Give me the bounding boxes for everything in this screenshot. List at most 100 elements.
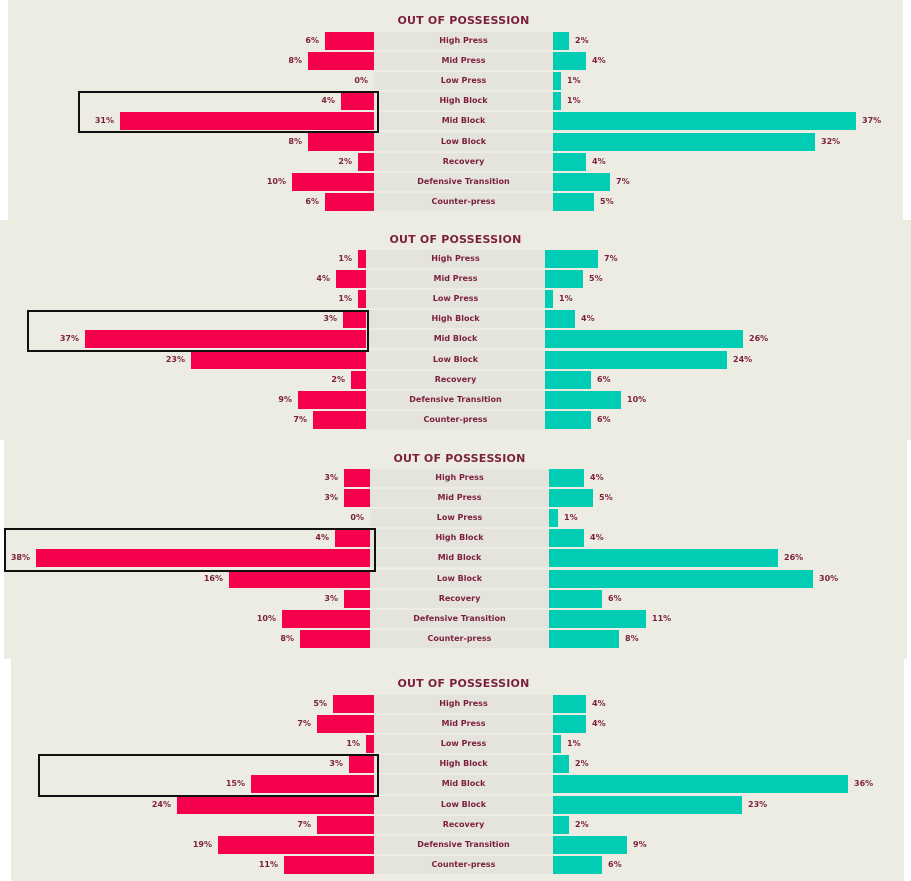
right-value-label: 36% (854, 779, 874, 788)
right-value-label: 1% (564, 513, 578, 522)
right-value-label: 6% (608, 860, 622, 869)
left-bar (317, 715, 374, 733)
left-bar (308, 133, 374, 151)
left-value-label: 38% (10, 553, 30, 562)
right-value-label: 4% (592, 719, 606, 728)
left-bar (325, 32, 374, 50)
category-label: Recovery (374, 153, 553, 171)
category-label: Mid Press (366, 270, 545, 288)
left-bar (300, 630, 370, 648)
left-bar (344, 489, 370, 507)
category-label: Low Block (374, 796, 553, 814)
left-bar (325, 193, 374, 211)
left-bar (308, 52, 374, 70)
right-bar (553, 755, 569, 773)
left-value-label: 1% (338, 254, 352, 263)
right-bar (549, 570, 813, 588)
left-value-label: 24% (151, 800, 171, 809)
category-label: High Press (374, 32, 553, 50)
category-label: Recovery (374, 816, 553, 834)
left-value-label: 8% (288, 56, 302, 65)
left-value-label: 19% (192, 840, 212, 849)
category-label: Counter-press (374, 193, 553, 211)
right-value-label: 1% (567, 96, 581, 105)
category-label: Defensive Transition (374, 836, 553, 854)
left-bar (85, 330, 366, 348)
left-value-label: 4% (315, 533, 329, 542)
right-bar (553, 836, 627, 854)
right-value-label: 2% (575, 759, 589, 768)
left-bar (335, 529, 370, 547)
right-value-label: 9% (633, 840, 647, 849)
left-value-label: 0% (350, 513, 364, 522)
left-bar (251, 775, 374, 793)
category-label: Defensive Transition (366, 391, 545, 409)
left-bar (284, 856, 374, 874)
left-bar (120, 112, 374, 130)
right-bar (553, 52, 586, 70)
category-label: High Block (374, 92, 553, 110)
right-bar (545, 330, 743, 348)
right-value-label: 26% (749, 334, 769, 343)
left-bar (36, 549, 370, 567)
right-value-label: 4% (590, 473, 604, 482)
left-bar (343, 310, 366, 328)
category-label: Mid Press (374, 715, 553, 733)
category-label: High Block (374, 755, 553, 773)
right-value-label: 5% (599, 493, 613, 502)
left-bar (282, 610, 370, 628)
category-label: Mid Block (374, 112, 553, 130)
right-value-label: 26% (784, 553, 804, 562)
left-bar (313, 411, 366, 429)
right-bar (545, 290, 553, 308)
right-bar (545, 310, 575, 328)
right-bar (553, 775, 848, 793)
right-bar (549, 630, 619, 648)
category-label: Low Press (374, 72, 553, 90)
left-value-label: 3% (323, 314, 337, 323)
right-bar (545, 351, 727, 369)
left-value-label: 7% (297, 820, 311, 829)
right-bar (549, 610, 646, 628)
left-bar (336, 270, 366, 288)
category-label: Low Block (366, 351, 545, 369)
category-label: Recovery (366, 371, 545, 389)
left-value-label: 1% (346, 739, 360, 748)
left-value-label: 9% (278, 395, 292, 404)
left-bar (191, 351, 366, 369)
right-bar (549, 529, 584, 547)
left-bar (366, 735, 374, 753)
left-value-label: 3% (329, 759, 343, 768)
right-bar (545, 270, 583, 288)
category-label: Counter-press (366, 411, 545, 429)
category-label: Mid Block (366, 330, 545, 348)
right-bar (545, 411, 591, 429)
right-value-label: 4% (590, 533, 604, 542)
chart-title: OUT OF POSSESSION (397, 14, 530, 27)
left-value-label: 2% (338, 157, 352, 166)
right-value-label: 4% (592, 699, 606, 708)
right-bar (549, 549, 778, 567)
category-label: High Block (370, 529, 549, 547)
left-value-label: 16% (203, 574, 223, 583)
right-bar (553, 695, 586, 713)
category-label: Recovery (370, 590, 549, 608)
category-label: Mid Press (370, 489, 549, 507)
right-bar (553, 72, 561, 90)
right-value-label: 4% (592, 157, 606, 166)
right-value-label: 7% (604, 254, 618, 263)
left-bar (317, 816, 374, 834)
category-label: High Press (374, 695, 553, 713)
right-value-label: 11% (652, 614, 672, 623)
left-value-label: 3% (324, 493, 338, 502)
right-bar (553, 816, 569, 834)
right-bar (549, 509, 558, 527)
chart-title: OUT OF POSSESSION (393, 452, 526, 465)
right-value-label: 5% (589, 274, 603, 283)
right-value-label: 7% (616, 177, 630, 186)
right-bar (553, 193, 594, 211)
left-bar (292, 173, 374, 191)
left-value-label: 5% (313, 699, 327, 708)
left-value-label: 4% (316, 274, 330, 283)
right-bar (553, 173, 610, 191)
